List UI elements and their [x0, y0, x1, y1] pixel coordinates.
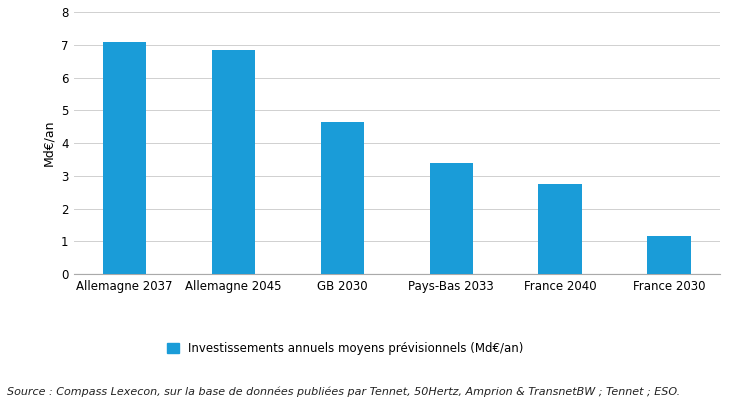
- Y-axis label: Md€/an: Md€/an: [43, 120, 56, 166]
- Bar: [539, 184, 582, 274]
- Bar: [103, 42, 146, 274]
- Bar: [320, 122, 365, 274]
- Bar: [429, 163, 473, 274]
- Text: Source : Compass Lexecon, sur la base de données publiées par Tennet, 50Hertz, A: Source : Compass Lexecon, sur la base de…: [7, 386, 681, 397]
- Bar: [212, 50, 255, 274]
- Bar: [648, 237, 691, 274]
- Legend: Investissements annuels moyens prévisionnels (Md€/an): Investissements annuels moyens prévision…: [162, 338, 528, 360]
